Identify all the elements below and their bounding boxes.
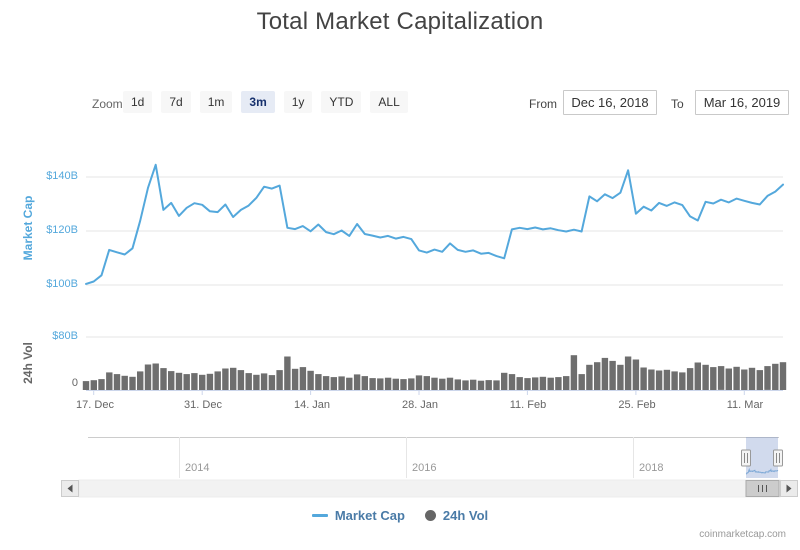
- legend-item-market-cap[interactable]: Market Cap: [311, 508, 405, 523]
- volume-dot-symbol-icon: [424, 510, 436, 521]
- navigator-handle-right[interactable]: [773, 449, 783, 467]
- plot-area[interactable]: [86, 150, 783, 390]
- legend: Market Cap 24h Vol: [0, 508, 800, 523]
- zoom-button-1y[interactable]: 1y: [283, 91, 313, 113]
- market-cap-gridlines: [86, 176, 783, 286]
- y-tick-120b: $120B: [46, 224, 78, 236]
- x-axis: [86, 390, 783, 395]
- zoom-button-1d[interactable]: 1d: [123, 91, 153, 113]
- page-title: Total Market Capitalization: [256, 8, 544, 35]
- market-cap-line-symbol-icon: [311, 514, 328, 517]
- from-date-input[interactable]: [563, 90, 657, 115]
- y-tick-140b: $140B: [46, 170, 78, 182]
- scrollbar-left-button[interactable]: [61, 480, 79, 497]
- legend-label-24h-vol: 24h Vol: [442, 508, 489, 523]
- zoom-button-1m[interactable]: 1m: [199, 91, 233, 113]
- x-label-feb25: 25. Feb: [618, 399, 656, 411]
- market-cap-series: [85, 163, 784, 285]
- navigator-year-2018: 2018: [639, 462, 664, 474]
- zoom-button-group: 1d 7d 1m 3m 1y YTD ALL: [123, 91, 408, 113]
- navigator-year-2016: 2016: [412, 462, 437, 474]
- x-label-jan14: 14. Jan: [293, 399, 331, 411]
- volume-series: [82, 355, 787, 391]
- scrollbar-track[interactable]: [78, 479, 781, 498]
- navigator: [88, 437, 783, 478]
- x-label-jan28: 28. Jan: [401, 399, 439, 411]
- chart-credit-link[interactable]: coinmarketcap.com: [699, 529, 786, 540]
- scrollbar-thumb-grip-icon: [758, 485, 767, 492]
- x-label-feb11: 11. Feb: [509, 399, 547, 411]
- legend-item-24h-vol[interactable]: 24h Vol: [424, 508, 489, 523]
- x-label-dec31: 31. Dec: [184, 399, 222, 411]
- scrollbar-thumb[interactable]: [745, 480, 780, 497]
- scrollbar: [61, 479, 798, 498]
- to-date-input[interactable]: [695, 90, 789, 115]
- navigator-year-2014: 2014: [185, 462, 210, 474]
- zoom-button-ytd[interactable]: YTD: [321, 91, 362, 113]
- scroll-left-arrow-icon: [67, 484, 73, 493]
- y-tick-80b: $80B: [52, 330, 78, 342]
- legend-label-market-cap: Market Cap: [334, 508, 405, 523]
- y-tick-100b: $100B: [46, 278, 78, 290]
- zoom-button-7d[interactable]: 7d: [161, 91, 191, 113]
- scrollbar-right-button[interactable]: [780, 480, 798, 497]
- to-label: To: [671, 97, 684, 111]
- navigator-series: [745, 467, 779, 475]
- x-label-mar11: 11. Mar: [726, 399, 764, 411]
- from-label: From: [529, 97, 557, 111]
- zoom-button-3m[interactable]: 3m: [241, 91, 275, 113]
- navigator-handle-left[interactable]: [741, 449, 751, 467]
- scroll-right-arrow-icon: [786, 484, 792, 493]
- zoom-label: Zoom: [92, 97, 123, 111]
- x-label-dec17: 17. Dec: [76, 399, 114, 411]
- y-tick-0: 0: [71, 377, 78, 389]
- navigator-selected-range[interactable]: [746, 437, 778, 478]
- zoom-button-all[interactable]: ALL: [370, 91, 408, 113]
